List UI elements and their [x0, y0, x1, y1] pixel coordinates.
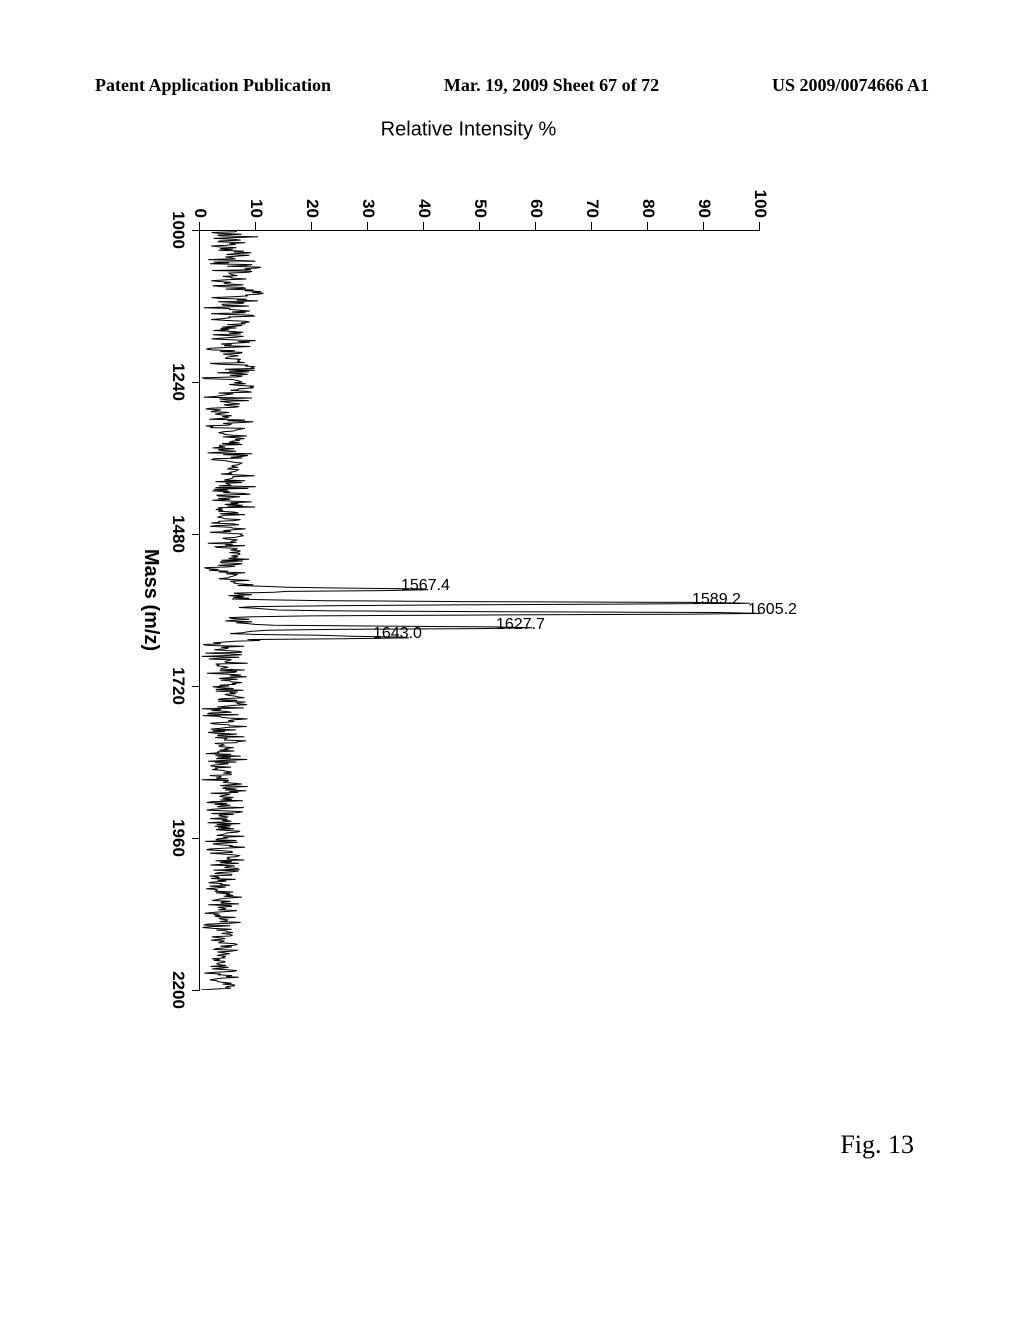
x-tick: [192, 534, 200, 535]
peak-label: 1567.4: [401, 577, 450, 595]
x-tick: [192, 686, 200, 687]
header-left: Patent Application Publication: [95, 75, 331, 96]
y-tick: [423, 222, 424, 230]
page-header: Patent Application Publication Mar. 19, …: [0, 75, 1024, 96]
y-tick: [255, 222, 256, 230]
peak-label: 1627.7: [496, 616, 545, 634]
mass-spectrum-chart: 0102030405060708090100 10001240148017201…: [10, 280, 890, 920]
y-tick-label: 30: [358, 180, 378, 218]
peak-label: 1589.2: [692, 591, 741, 609]
y-tick: [759, 222, 760, 230]
y-tick: [535, 222, 536, 230]
x-tick-label: 1000: [168, 211, 188, 249]
x-tick-label: 2200: [168, 971, 188, 1009]
y-tick-label: 90: [694, 180, 714, 218]
y-tick: [703, 222, 704, 230]
y-tick: [367, 222, 368, 230]
x-tick: [192, 990, 200, 991]
x-tick: [192, 382, 200, 383]
header-center: Mar. 19, 2009 Sheet 67 of 72: [444, 75, 659, 96]
y-tick-label: 80: [638, 180, 658, 218]
x-axis-title: Mass (m/z): [139, 549, 162, 651]
y-tick-label: 70: [582, 180, 602, 218]
y-tick-label: 50: [470, 180, 490, 218]
x-tick-label: 1720: [168, 667, 188, 705]
y-tick-label: 0: [190, 180, 210, 218]
y-tick-label: 10: [246, 180, 266, 218]
x-tick-label: 1480: [168, 515, 188, 553]
y-tick: [591, 222, 592, 230]
peak-label: 1643.0: [373, 625, 422, 643]
y-tick: [647, 222, 648, 230]
x-tick: [192, 230, 200, 231]
x-tick-label: 1240: [168, 363, 188, 401]
y-tick-label: 20: [302, 180, 322, 218]
x-tick: [192, 838, 200, 839]
x-tick-label: 1960: [168, 819, 188, 857]
y-tick: [311, 222, 312, 230]
spectrum-trace: [200, 230, 760, 990]
peak-label: 1605.2: [748, 601, 797, 619]
y-tick-label: 60: [526, 180, 546, 218]
y-axis-title: Relative Intensity %: [381, 119, 557, 142]
y-tick-label: 100: [750, 180, 770, 218]
header-right: US 2009/0074666 A1: [772, 75, 929, 96]
figure-caption: Fig. 13: [840, 1130, 914, 1160]
y-tick-label: 40: [414, 180, 434, 218]
y-tick: [479, 222, 480, 230]
y-tick: [199, 222, 200, 230]
